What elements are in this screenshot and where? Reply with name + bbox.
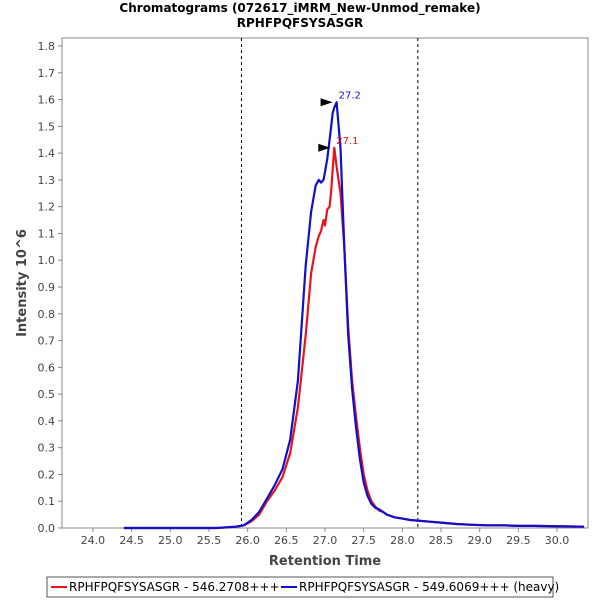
x-tick-label: 28.5 [429, 534, 454, 547]
integration-bounds [240, 38, 419, 528]
x-tick-label: 24.0 [81, 534, 106, 547]
chart-subtitle: RPHFPQFSYSASGR [237, 16, 363, 30]
chart-title: Chromatograms (072617_iMRM_New-Unmod_rem… [119, 1, 480, 16]
peak-label-light: 27.1 [336, 136, 358, 147]
y-tick-label: 1.4 [38, 147, 56, 160]
y-tick-label: 1.7 [38, 67, 56, 80]
x-tick-label: 28.0 [390, 534, 415, 547]
peak-marker-light [318, 143, 331, 152]
x-tick-label: 26.5 [274, 534, 299, 547]
x-tick-label: 29.5 [506, 534, 531, 547]
x-tick-label: 29.0 [467, 534, 492, 547]
series-line-heavy [123, 101, 585, 530]
y-tick-label: 1.8 [38, 40, 56, 53]
y-tick-label: 0.8 [38, 308, 56, 321]
y-tick-label: 0.4 [38, 415, 56, 428]
y-tick-label: 1.1 [38, 227, 56, 240]
y-tick-label: 0.7 [38, 335, 56, 348]
y-tick-label: 1.5 [38, 120, 56, 133]
y-tick-label: 0.2 [38, 468, 56, 481]
y-tick-label: 0.3 [38, 442, 56, 455]
peak-markers: 27.1 27.2 [318, 90, 361, 152]
y-tick-label: 0.6 [38, 361, 56, 374]
y-tick-label: 0.9 [38, 281, 56, 294]
peak-marker-heavy [320, 98, 333, 107]
y-tick-label: 1.3 [38, 174, 56, 187]
x-tick-label: 25.0 [158, 534, 183, 547]
legend-entry-heavy: RPHFPQFSYSASGR - 549.6069+++ (heavy) [299, 580, 559, 594]
legend-entry-light: RPHFPQFSYSASGR - 546.2708+++ [69, 580, 280, 594]
legend: RPHFPQFSYSASGR - 546.2708+++ RPHFPQFSYSA… [46, 576, 559, 598]
plot-area [61, 37, 589, 529]
legend-box [46, 576, 554, 598]
x-axis-label: Retention Time [269, 554, 381, 569]
series-lines [123, 101, 585, 530]
y-tick-label: 1.6 [38, 94, 56, 107]
y-axis: 0.0 0.1 0.2 0.3 0.4 0.5 0.6 0.7 0.8 0.9 1.0 1.1 1.2 1… [38, 40, 62, 535]
x-tick-label: 30.0 [545, 534, 570, 547]
x-tick-label: 27.0 [313, 534, 338, 547]
y-axis-label: Intensity 10^6 [15, 229, 30, 337]
x-tick-label: 24.5 [119, 534, 144, 547]
y-tick-label: 0.5 [38, 388, 56, 401]
x-tick-label: 27.5 [351, 534, 376, 547]
y-tick-label: 1.2 [38, 201, 56, 214]
y-tick-label: 0.1 [38, 495, 56, 508]
x-axis: 24.0 24.5 25.0 25.5 26.0 26.5 27.0 27.5 28.0 28.5… [81, 528, 570, 547]
peak-label-heavy: 27.2 [339, 90, 361, 101]
x-tick-label: 25.5 [197, 534, 222, 547]
y-tick-label: 1.0 [38, 254, 56, 267]
y-tick-label: 0.0 [38, 522, 56, 535]
x-tick-label: 26.0 [235, 534, 260, 547]
